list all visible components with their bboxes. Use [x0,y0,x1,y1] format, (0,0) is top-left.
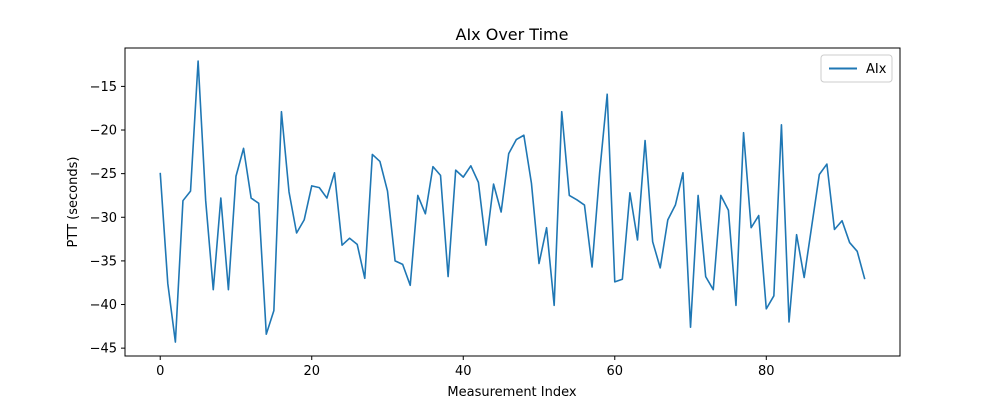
plot-frame [124,47,901,357]
y-tick-label: −20 [90,124,117,139]
series-layer [159,60,866,343]
y-tick-label: −35 [90,254,117,269]
chart-title: AIx Over Time [456,25,569,44]
y-tick-label: −45 [90,342,117,357]
legend-label: AIx [866,62,887,77]
series-line-aix [159,60,866,343]
y-tick-label: −40 [90,298,117,313]
x-axis-ticks: 0 20 40 60 80 [156,356,775,379]
x-tick-label: 0 [156,364,164,379]
y-tick-label: −15 [90,80,117,95]
x-tick-label: 40 [455,364,472,379]
y-axis-ticks: −45 −40 −35 −30 −25 −20 −15 [90,80,125,357]
x-axis-label: Measurement Index [447,385,576,400]
y-tick-label: −25 [90,167,117,182]
x-tick-label: 20 [303,364,320,379]
y-axis-label: PTT (seconds) [66,157,81,248]
x-tick-label: 60 [606,364,623,379]
x-tick-label: 80 [758,364,775,379]
legend: AIx [820,54,893,83]
y-tick-label: −30 [90,211,117,226]
plot-area [125,48,900,356]
